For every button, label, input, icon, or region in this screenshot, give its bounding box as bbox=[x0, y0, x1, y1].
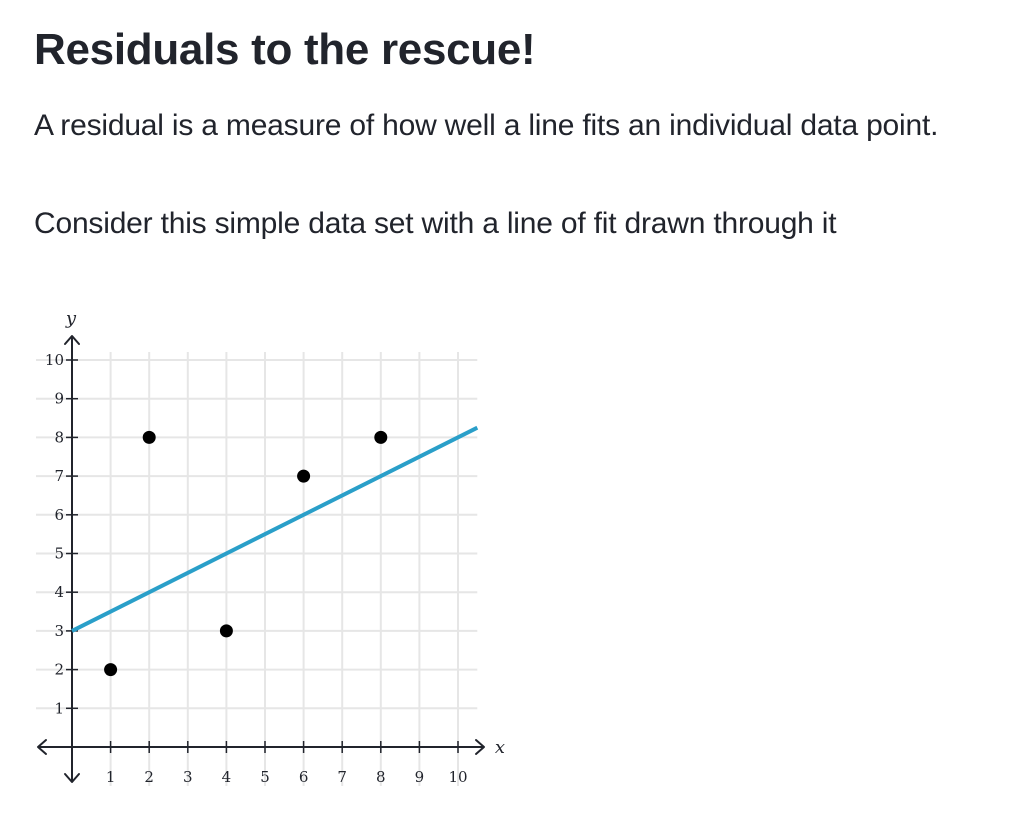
data-point bbox=[104, 663, 118, 677]
x-tick-label: 9 bbox=[415, 768, 425, 786]
x-tick-label: 4 bbox=[222, 768, 232, 786]
y-axis-bottom-arrow bbox=[64, 773, 80, 783]
y-axis-top-arrow bbox=[64, 335, 80, 345]
y-tick-label: 3 bbox=[54, 622, 64, 640]
x-tick-label: 10 bbox=[448, 768, 467, 786]
y-tick-label: 5 bbox=[54, 545, 64, 563]
y-tick-label: 8 bbox=[54, 428, 64, 446]
tick-marks bbox=[66, 359, 459, 753]
line-of-fit bbox=[71, 425, 479, 633]
x-tick-label: 7 bbox=[337, 768, 347, 786]
data-series bbox=[71, 425, 479, 677]
x-tick-label: 2 bbox=[144, 768, 154, 786]
x-tick-label: 6 bbox=[299, 768, 309, 786]
y-tick-label: 2 bbox=[54, 661, 64, 679]
scatter-chart: 1 2 3 4 5 6 7 8 9 10 1 2 3 4 5 6 7 8 9 10 y x bbox=[36, 308, 505, 786]
y-tick-label: 6 bbox=[54, 506, 64, 524]
x-axis-right-arrow bbox=[475, 739, 485, 755]
data-point bbox=[374, 430, 388, 444]
y-axis-label: y bbox=[65, 308, 77, 329]
data-point bbox=[219, 624, 233, 638]
tick-labels: 1 2 3 4 5 6 7 8 9 10 1 2 3 4 5 6 7 8 9 10 y x bbox=[45, 308, 505, 786]
grid-lines bbox=[36, 352, 478, 786]
data-point bbox=[142, 430, 156, 444]
page-title: Residuals to the rescue! bbox=[34, 25, 536, 74]
axes bbox=[37, 335, 485, 783]
x-axis-left-arrow bbox=[37, 739, 47, 755]
x-tick-label: 5 bbox=[260, 768, 270, 786]
x-tick-label: 3 bbox=[183, 768, 193, 786]
y-tick-label: 7 bbox=[54, 467, 64, 485]
y-tick-label: 1 bbox=[54, 699, 64, 717]
x-axis-label: x bbox=[495, 737, 505, 758]
y-tick-label: 4 bbox=[54, 583, 64, 601]
x-tick-label: 1 bbox=[106, 768, 116, 786]
x-tick-label: 8 bbox=[376, 768, 386, 786]
y-tick-label: 10 bbox=[45, 351, 64, 369]
instruction-paragraph: Consider this simple data set with a lin… bbox=[34, 207, 837, 240]
y-tick-label: 9 bbox=[54, 390, 64, 408]
intro-paragraph: A residual is a measure of how well a li… bbox=[34, 109, 939, 142]
data-point bbox=[297, 469, 311, 483]
